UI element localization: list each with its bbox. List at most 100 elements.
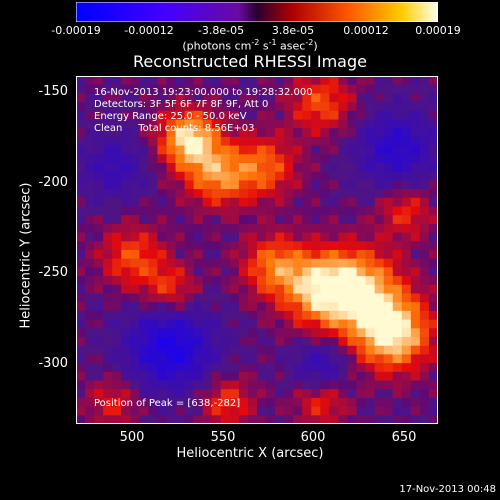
- heatmap-cell: [148, 371, 159, 382]
- heatmap-cell: [238, 354, 249, 364]
- heatmap-cell: [247, 363, 258, 373]
- heatmap-cell: [329, 163, 340, 173]
- heatmap-cell: [284, 380, 294, 390]
- heatmap-cell: [311, 354, 321, 364]
- heatmap-cell: [202, 302, 213, 312]
- heatmap-cell: [238, 171, 249, 181]
- heatmap-cell: [121, 154, 131, 164]
- heatmap-cell: [356, 206, 367, 216]
- heatmap-cell: [410, 197, 421, 208]
- heatmap-cell: [202, 371, 213, 382]
- heatmap-cell: [184, 380, 195, 390]
- heatmap-cell: [211, 293, 222, 303]
- heatmap-cell: [365, 371, 376, 382]
- heatmap-cell: [320, 319, 330, 329]
- heatmap-cell: [229, 406, 240, 416]
- heatmap-cell: [247, 406, 258, 416]
- heatmap-cell: [374, 119, 385, 129]
- heatmap-cell: [275, 345, 285, 355]
- heatmap-cell: [238, 345, 249, 355]
- heatmap-cell: [247, 345, 258, 355]
- heatmap-cell: [193, 84, 204, 94]
- heatmap-cell: [103, 406, 113, 416]
- heatmap-cell: [139, 354, 149, 364]
- heatmap-cell: [175, 250, 186, 260]
- heatmap-cell: [338, 406, 349, 416]
- heatmap-cell: [374, 319, 385, 329]
- heatmap-cell: [238, 76, 249, 86]
- heatmap-cell: [238, 232, 249, 242]
- heatmap-cell: [121, 276, 131, 286]
- heatmap-cell: [139, 163, 149, 173]
- heatmap-cell: [247, 136, 258, 147]
- heatmap-cell: [166, 380, 177, 390]
- heatmap-cell: [428, 232, 438, 242]
- heatmap-cell: [338, 310, 349, 321]
- heatmap-cell: [311, 319, 321, 329]
- heatmap-cell: [365, 337, 376, 347]
- heatmap-cell: [302, 371, 312, 382]
- heatmap-cell: [275, 284, 285, 295]
- heatmap-cell: [139, 136, 149, 147]
- heatmap-cell: [121, 102, 131, 112]
- heatmap-cell: [94, 145, 104, 155]
- heatmap-cell: [166, 76, 177, 86]
- heatmap-cell: [85, 154, 95, 164]
- heatmap-cell: [365, 293, 376, 303]
- heatmap-cell: [94, 232, 104, 242]
- heatmap-cell: [419, 284, 430, 295]
- heatmap-cell: [347, 328, 358, 338]
- heatmap-cell: [247, 76, 258, 86]
- heatmap-cell: [320, 258, 330, 268]
- heatmap-cell: [392, 215, 403, 225]
- heatmap-cell: [419, 310, 430, 321]
- heatmap-cell: [302, 93, 312, 103]
- heatmap-cell: [202, 128, 213, 138]
- heatmap-cell: [166, 397, 177, 408]
- heatmap-cell: [184, 163, 195, 173]
- heatmap-cell: [85, 250, 95, 260]
- heatmap-cell: [293, 293, 303, 303]
- heatmap-cell: [401, 302, 412, 312]
- heatmap-cell: [229, 276, 240, 286]
- heatmap-cell: [76, 258, 86, 268]
- heatmap-cell: [401, 380, 412, 390]
- heatmap-cell: [257, 215, 267, 225]
- heatmap-cell: [139, 119, 149, 129]
- heatmap-cell: [130, 163, 140, 173]
- heatmap-cell: [311, 380, 321, 390]
- heatmap-cell: [347, 223, 358, 234]
- heatmap-cell: [374, 197, 385, 208]
- heatmap-cell: [175, 363, 186, 373]
- heatmap-cell: [166, 267, 177, 277]
- heatmap-cell: [130, 328, 140, 338]
- heatmap-cell: [374, 293, 385, 303]
- heatmap-cell: [130, 276, 140, 286]
- heatmap-cell: [247, 380, 258, 390]
- heatmap-cell: [410, 102, 421, 112]
- heatmap-cell: [184, 302, 195, 312]
- heatmap-cell: [266, 145, 276, 155]
- heatmap-cell: [392, 293, 403, 303]
- heatmap-cell: [184, 215, 195, 225]
- heatmap-cell: [356, 163, 367, 173]
- heatmap-cell: [275, 180, 285, 190]
- heatmap-cell: [392, 136, 403, 147]
- heatmap-cell: [85, 189, 95, 199]
- heatmap-cell: [266, 76, 276, 86]
- heatmap-cell: [410, 380, 421, 390]
- heatmap-cell: [229, 93, 240, 103]
- heatmap-cell: [392, 241, 403, 251]
- heatmap-cell: [302, 415, 312, 424]
- heatmap-cell: [139, 302, 149, 312]
- heatmap-cell: [148, 84, 159, 94]
- heatmap-cell: [85, 415, 95, 424]
- heatmap-cell: [275, 110, 285, 121]
- heatmap-cell: [284, 84, 294, 94]
- heatmap-cell: [311, 136, 321, 147]
- heatmap-cell: [193, 293, 204, 303]
- heatmap-cell: [383, 406, 394, 416]
- heatmap-cell: [266, 171, 276, 181]
- heatmap-cell: [139, 337, 149, 347]
- heatmap-cell: [383, 276, 394, 286]
